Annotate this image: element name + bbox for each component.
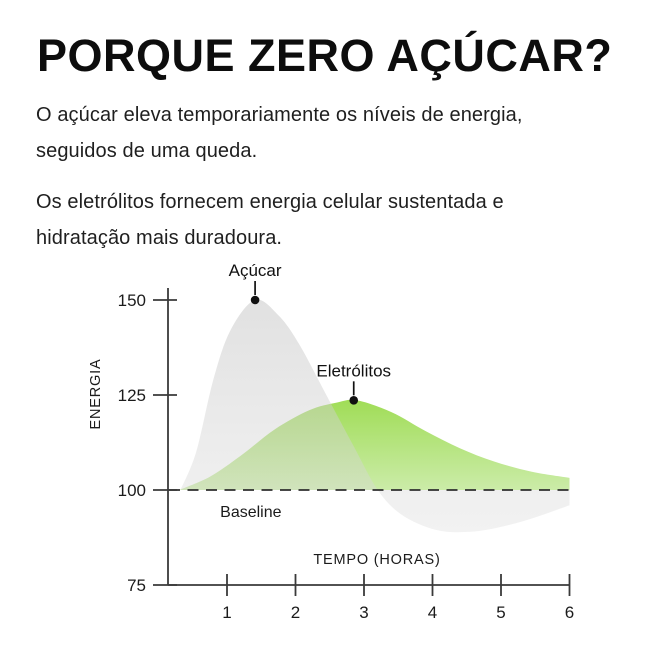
y-tick-label: 100: [118, 481, 146, 500]
paragraph-line: hidratação mais duradoura.: [36, 227, 283, 249]
paragraph-line: O açúcar eleva temporariamente os níveis…: [36, 104, 523, 126]
x-tick-label: 2: [291, 603, 300, 622]
x-tick-label: 5: [496, 603, 505, 622]
y-axis-title: ENERGIA: [88, 359, 104, 430]
x-tick-label: 6: [565, 603, 574, 622]
x-tick-label: 1: [222, 603, 231, 622]
baseline-label: Baseline: [220, 504, 281, 521]
x-tick-label: 3: [359, 603, 368, 622]
annotation-label-sugar: Açúcar: [229, 261, 282, 280]
series-area-sugar: [180, 299, 570, 533]
intro-paragraph-sugar: O açúcar eleva temporariamente os níveis…: [36, 97, 523, 169]
paragraph-line: seguidos de uma queda.: [36, 140, 258, 162]
annotation-peak-dot: [349, 396, 359, 405]
annotation-label-electrolytes: Eletrólitos: [316, 361, 391, 380]
x-axis-title: TEMPO (HORAS): [313, 552, 440, 568]
annotation-peak-dot: [250, 295, 260, 305]
page-title: PORQUE ZERO AÇÚCAR?: [37, 30, 613, 81]
intro-paragraph-electrolytes: Os eletrólitos fornecem energia celular …: [36, 184, 504, 256]
paragraph-line: Os eletrólitos fornecem energia celular …: [36, 191, 504, 213]
y-tick-label: 150: [118, 291, 146, 310]
x-tick-label: 4: [428, 603, 437, 622]
y-tick-label: 75: [127, 576, 146, 595]
y-tick-label: 125: [118, 386, 146, 405]
